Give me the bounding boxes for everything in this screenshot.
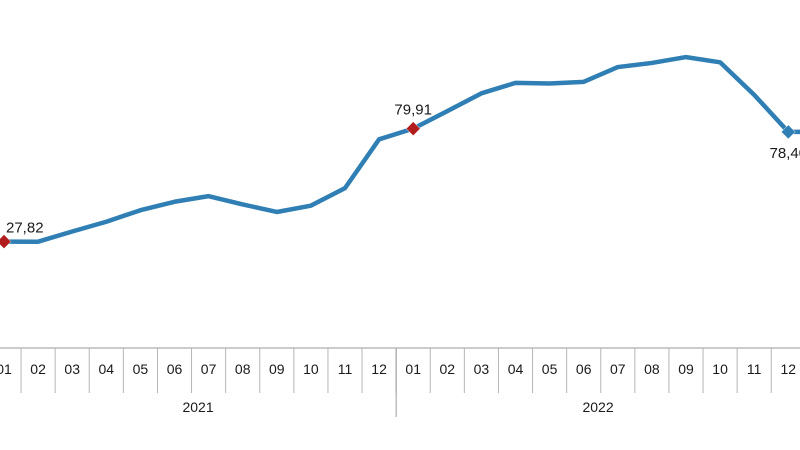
x-tick-label: 03 — [64, 361, 80, 377]
x-tick-label: 06 — [576, 361, 592, 377]
x-tick-label: 01 — [405, 361, 421, 377]
data-point-label: 79,91 — [394, 102, 432, 119]
x-tick-label: 04 — [508, 361, 524, 377]
x-tick-label: 08 — [644, 361, 660, 377]
x-tick-label: 01 — [0, 361, 12, 377]
x-tick-label: 04 — [99, 361, 115, 377]
x-tick-label: 12 — [781, 361, 797, 377]
x-year-label: 2021 — [182, 399, 213, 415]
x-tick-label: 02 — [440, 361, 456, 377]
x-tick-label: 05 — [133, 361, 149, 377]
data-point-marker — [780, 124, 796, 140]
data-markers — [0, 121, 796, 250]
series-line-group — [1, 54, 800, 244]
x-tick-label: 11 — [338, 361, 353, 377]
x-tick-label: 03 — [474, 361, 490, 377]
x-tick-label: 10 — [712, 361, 728, 377]
x-tick-label: 12 — [371, 361, 387, 377]
x-tick-label: 06 — [167, 361, 183, 377]
x-tick-label: 07 — [201, 361, 217, 377]
x-year-label: 2022 — [582, 399, 613, 415]
series-line — [1, 54, 800, 244]
x-tick-label: 08 — [235, 361, 251, 377]
data-point-marker — [405, 121, 421, 137]
data-point-label: 78,40 — [770, 145, 800, 162]
x-tick-label: 05 — [542, 361, 558, 377]
data-point-marker — [0, 234, 12, 250]
x-axis: 01 02 03 04 05 06 07 08 09 10 11 12 01 02 03 04 05 06 07 08… — [0, 347, 800, 417]
x-tick-label: 07 — [610, 361, 626, 377]
x-tick-label: 09 — [678, 361, 694, 377]
x-tick-label: 02 — [30, 361, 46, 377]
x-tick-label: 11 — [747, 361, 762, 377]
x-tick-label: 10 — [303, 361, 319, 377]
x-tick-label: 09 — [269, 361, 285, 377]
data-labels: 27,82 79,91 78,40 — [6, 102, 800, 237]
data-point-label: 27,82 — [6, 220, 44, 237]
